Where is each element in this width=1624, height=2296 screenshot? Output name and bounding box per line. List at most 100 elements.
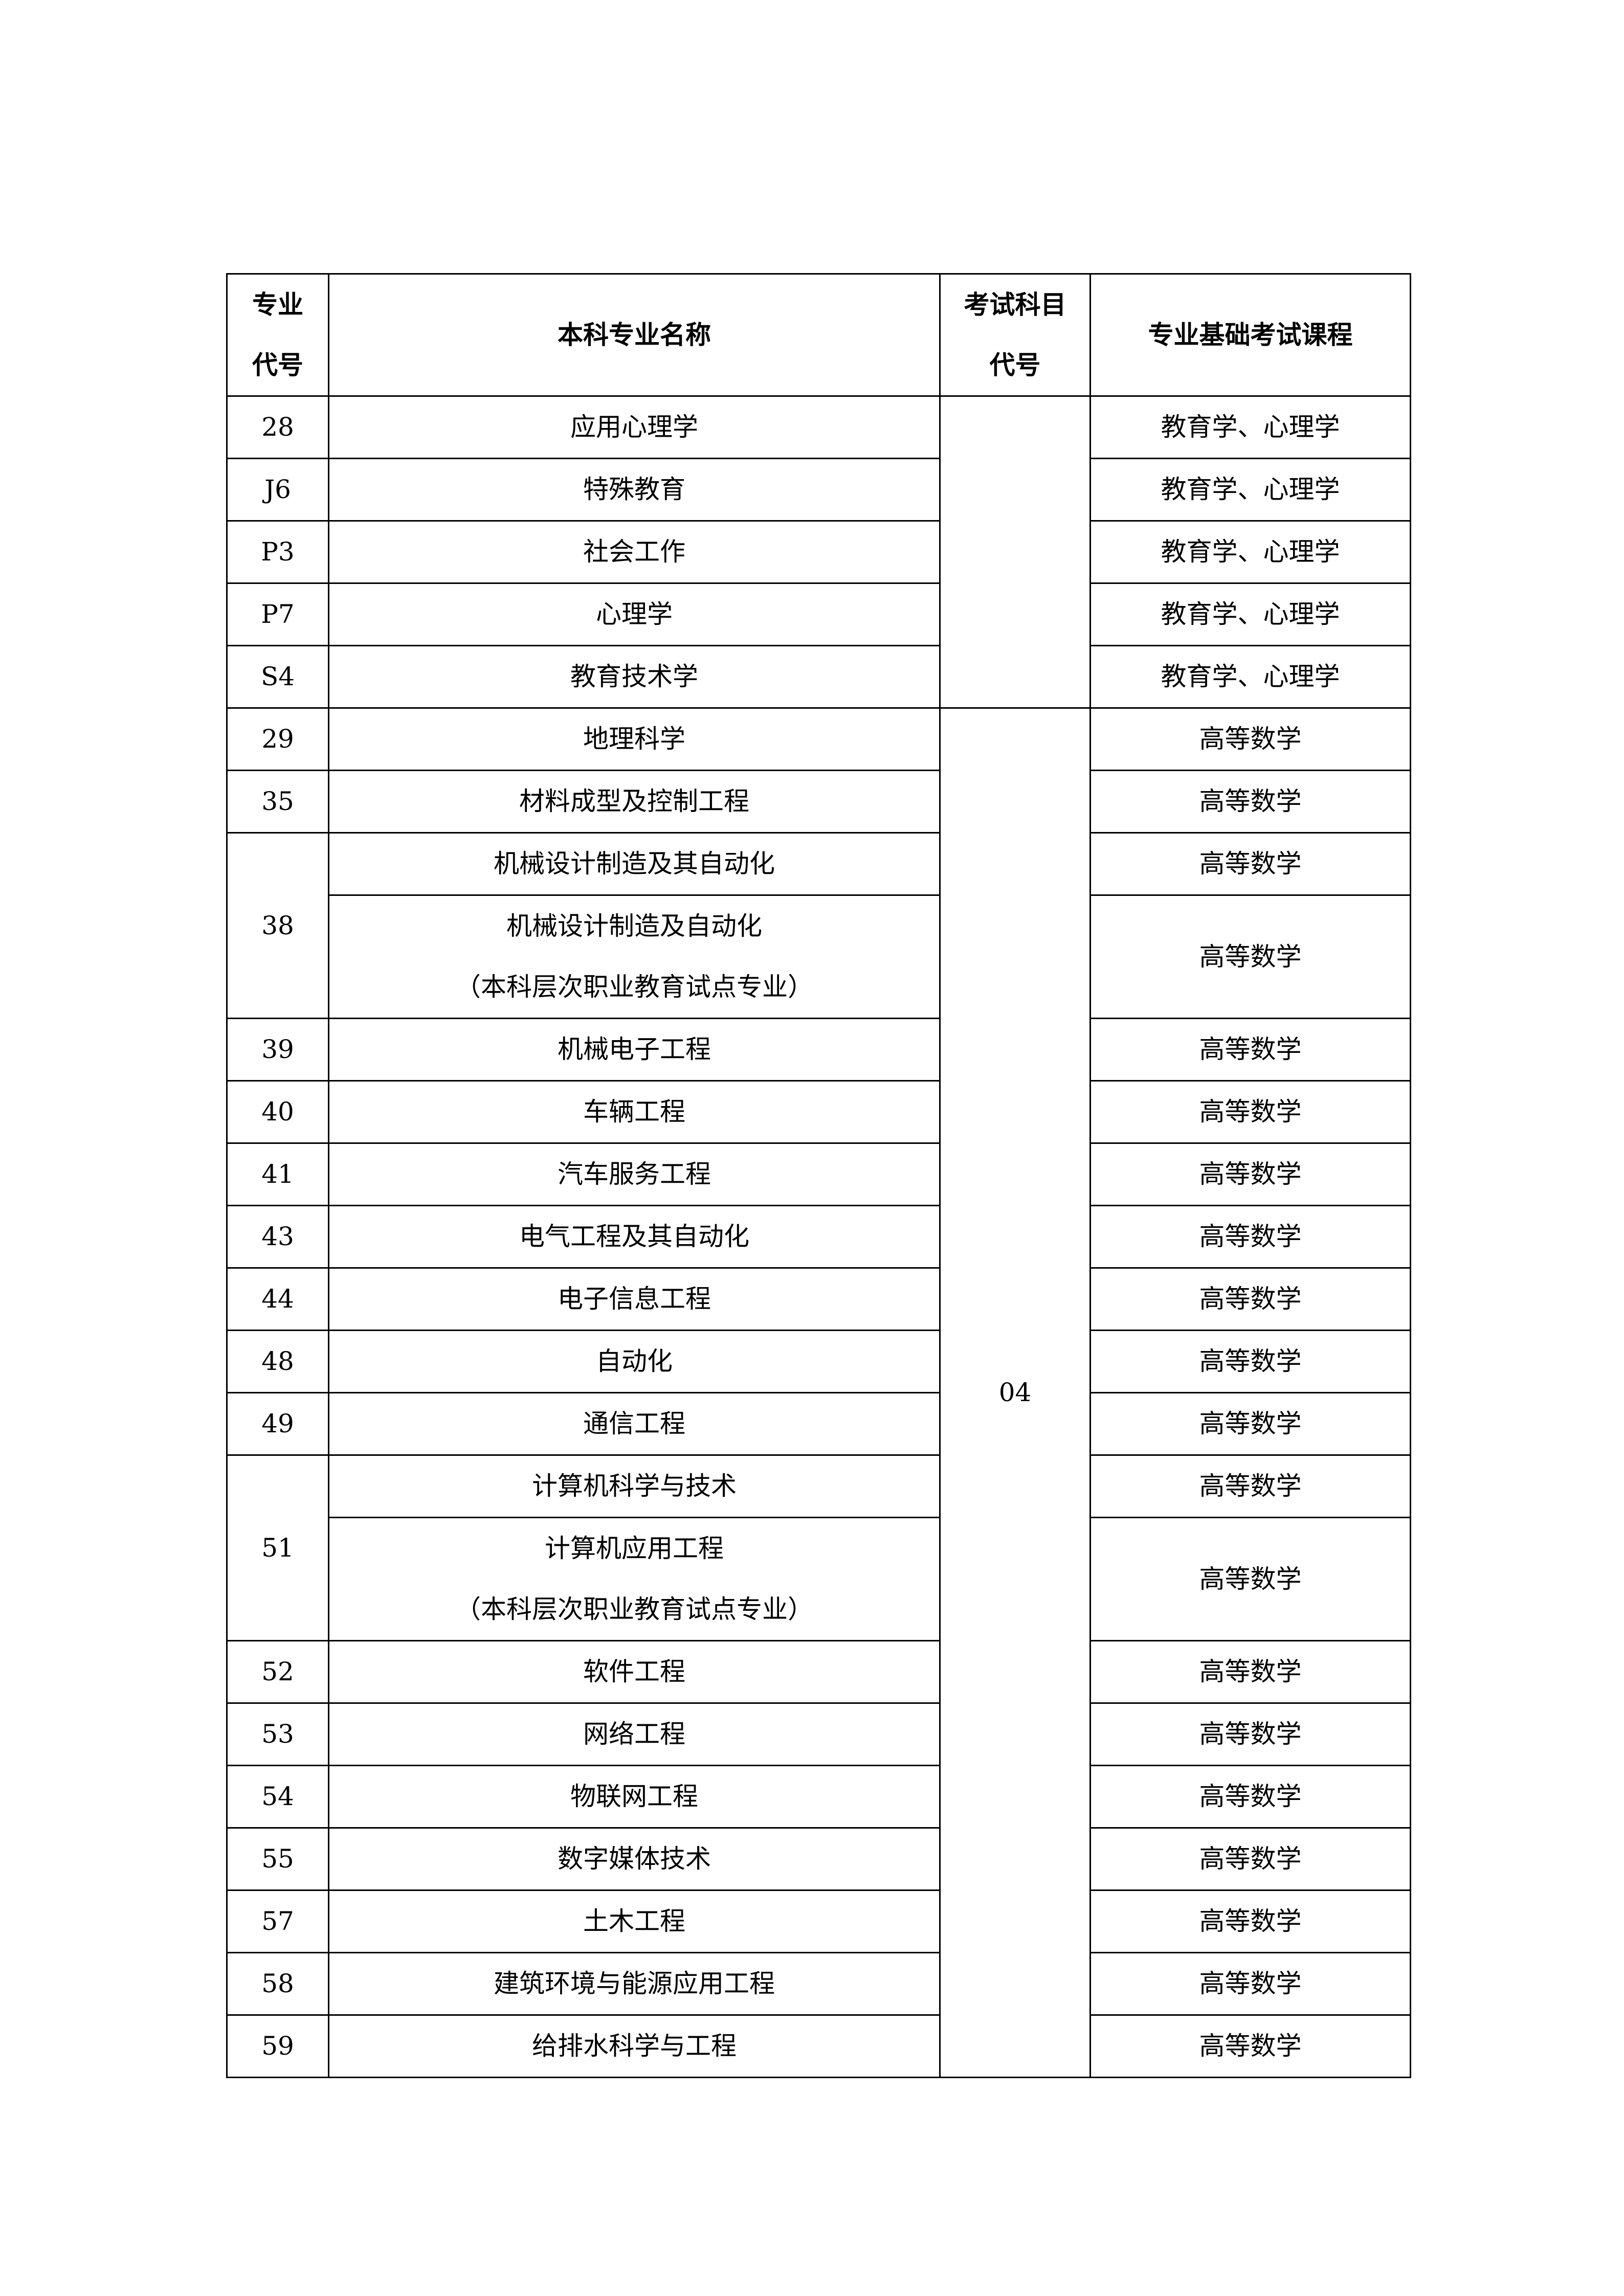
major-name-cell: 自动化: [328, 1330, 941, 1393]
major-name-line: 电气工程及其自动化: [519, 1222, 749, 1251]
course-cell: 高等数学: [1089, 1018, 1411, 1082]
major-name-cell: 物联网工程: [328, 1765, 941, 1829]
major-name-cell: 汽车服务工程: [328, 1142, 941, 1206]
table-row: 41 汽车服务工程 高等数学: [226, 1142, 1411, 1206]
course-cell: 高等数学: [1089, 2014, 1411, 2078]
major-name-line: 物联网工程: [570, 1782, 698, 1811]
table-row: 58 建筑环境与能源应用工程 高等数学: [226, 1952, 1411, 2016]
major-code-cell: 40: [226, 1080, 329, 1144]
table-row: 49 通信工程 高等数学: [226, 1392, 1411, 1456]
table-row: 计算机应用工程 （本科层次职业教育试点专业） 高等数学: [227, 1517, 1411, 1641]
exam-course-table: 专业 代号 本科专业名称 考试科目 代号 专业基础考试课程 28 应用心理学 教育学、心…: [226, 273, 1411, 2078]
major-name-cell: 计算机应用工程 （本科层次职业教育试点专业）: [328, 1517, 941, 1641]
major-name-line: 机械设计制造及其自动化: [494, 849, 775, 879]
header-major-code-line: 代号: [252, 350, 303, 380]
table-row: S4 教育技术学 教育学、心理学: [226, 645, 1411, 709]
course-cell: 高等数学: [1089, 1702, 1411, 1766]
major-code-cell: 59: [226, 2014, 329, 2078]
major-name-cell: 软件工程: [328, 1640, 941, 1704]
major-code-cell: 44: [226, 1267, 329, 1331]
exam-code-cell: [939, 395, 1091, 709]
major-code-cell: P3: [226, 520, 329, 584]
major-code-cell: 35: [226, 770, 329, 834]
course-cell: 高等数学: [1089, 1080, 1411, 1144]
course-cell: 高等数学: [1089, 1889, 1411, 1953]
major-name-cell: 电气工程及其自动化: [328, 1205, 941, 1269]
major-name-line: 特殊教育: [583, 475, 685, 504]
major-name-cell: 材料成型及控制工程: [328, 770, 941, 834]
major-name-line: 机械设计制造及自动化: [506, 911, 762, 941]
major-code-cell: P7: [226, 582, 329, 646]
course-cell: 高等数学: [1089, 770, 1411, 834]
table-row: 35 材料成型及控制工程 高等数学: [226, 770, 1411, 834]
course-cell: 高等数学: [1089, 1640, 1411, 1704]
table-row: 48 自动化 高等数学: [226, 1330, 1411, 1393]
header-course: 专业基础考试课程: [1089, 273, 1411, 397]
major-name-line: 软件工程: [583, 1657, 685, 1686]
course-cell: 高等数学: [1089, 1765, 1411, 1829]
major-code-cell: 29: [226, 707, 329, 771]
major-name-line: 心理学: [596, 599, 673, 629]
major-code-cell: 39: [226, 1018, 329, 1082]
major-name-cell: 应用心理学: [328, 395, 941, 459]
course-cell: 高等数学: [1089, 1827, 1411, 1891]
exam-code-cell: 04: [939, 707, 1091, 2078]
major-name-line: 地理科学: [583, 724, 685, 754]
table-row: 39 机械电子工程 高等数学: [226, 1018, 1411, 1082]
major-name-cell: 机械设计制造及自动化 （本科层次职业教育试点专业）: [328, 894, 941, 1019]
major-name-cell: 社会工作: [328, 520, 941, 584]
table-row: 57 土木工程 高等数学: [226, 1889, 1411, 1953]
major-code-cell: S4: [226, 645, 329, 709]
table-body: 28 应用心理学 教育学、心理学 J6 特殊教育 教育学、心理学 P3 社会工作 教育学、心理学…: [226, 395, 1411, 2078]
table-row: P7 心理学 教育学、心理学: [226, 582, 1411, 646]
major-name-line: 应用心理学: [570, 412, 698, 442]
course-cell: 教育学、心理学: [1089, 395, 1411, 459]
major-name-line: （本科层次职业教育试点专业）: [455, 1594, 813, 1624]
course-cell: 高等数学: [1089, 1142, 1411, 1206]
header-exam-code: 考试科目 代号: [939, 273, 1091, 397]
major-name-line: 建筑环境与能源应用工程: [494, 1969, 775, 1998]
course-cell: 教育学、心理学: [1089, 582, 1411, 646]
table-row: 52 软件工程 高等数学: [226, 1640, 1411, 1704]
major-name-line: 网络工程: [583, 1719, 685, 1749]
table-row: 40 车辆工程 高等数学: [226, 1080, 1411, 1144]
major-code-cell: 48: [226, 1330, 329, 1393]
table-row: 51 计算机科学与技术 高等数学: [226, 1454, 1411, 1641]
major-name-line: 数字媒体技术: [558, 1844, 711, 1874]
major-name-cell: 心理学: [328, 582, 941, 646]
major-name-line: 通信工程: [583, 1409, 685, 1438]
table-row: J6 特殊教育 教育学、心理学: [226, 458, 1411, 522]
major-name-cell: 通信工程: [328, 1392, 941, 1456]
table-row: 43 电气工程及其自动化 高等数学: [226, 1205, 1411, 1269]
major-name-line: 材料成型及控制工程: [519, 786, 749, 816]
course-cell: 高等数学: [1089, 1517, 1411, 1641]
major-code-cell: 52: [226, 1640, 329, 1704]
major-name-line: 社会工作: [583, 537, 685, 567]
major-name-line: 给排水科学与工程: [532, 2031, 737, 2061]
major-name-cell: 机械设计制造及其自动化: [328, 832, 941, 896]
major-name-cell: 给排水科学与工程: [328, 2014, 941, 2078]
major-code-cell: 55: [226, 1827, 329, 1891]
major-code-cell: 51: [226, 1454, 329, 1641]
major-code-cell: 54: [226, 1765, 329, 1829]
major-name-cell: 车辆工程: [328, 1080, 941, 1144]
course-cell: 教育学、心理学: [1089, 458, 1411, 522]
table-header-row: 专业代号 本科专业名称 考试科目 代号 专业基础考试课程: [226, 273, 1411, 397]
table-row: 29 地理科学 04 高等数学: [226, 707, 1411, 2078]
table-row: 55 数字媒体技术 高等数学: [226, 1827, 1411, 1891]
major-name-cell: 土木工程: [328, 1889, 941, 1953]
header-major-code-line: 专业: [252, 289, 303, 320]
header-exam-code-line: 考试科目: [964, 289, 1066, 320]
header-major-code: 专业 代号: [226, 273, 329, 397]
header-major-name: 本科专业名称: [328, 273, 941, 397]
major-name-line: 教育技术学: [570, 662, 698, 691]
table-row: 44 电子信息工程 高等数学: [226, 1267, 1411, 1331]
table-row: 38 机械设计制造及其自动化 高等数学: [226, 832, 1411, 1019]
major-name-line: 汽车服务工程: [558, 1159, 711, 1189]
major-name-cell: 网络工程: [328, 1702, 941, 1766]
major-code-cell: J6: [226, 458, 329, 522]
course-cell: 高等数学: [1089, 1330, 1411, 1393]
major-code-cell: 53: [226, 1702, 329, 1766]
major-code-cell: 58: [226, 1952, 329, 2016]
course-cell: 高等数学: [1089, 832, 1411, 896]
